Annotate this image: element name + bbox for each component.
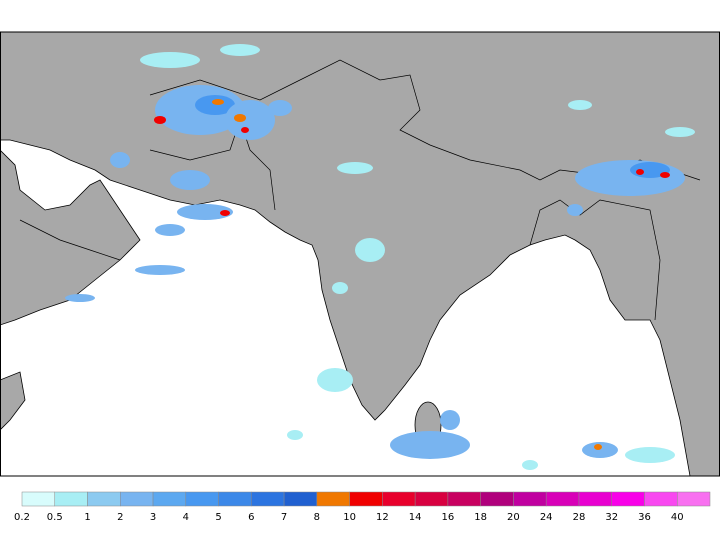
colorbar-label: 16 <box>442 512 455 523</box>
colorbar-label: 0.2 <box>14 512 30 523</box>
colorbar: 0.2 0.5 1 2 3 4 5 6 7 8 10 12 14 16 18 20 24 28 32 36 40 <box>14 491 711 523</box>
color-swatch <box>87 491 121 507</box>
color-swatch <box>283 491 318 507</box>
colorbar-label: 4 <box>183 512 189 523</box>
colorbar-label: 7 <box>281 512 287 523</box>
colorbar-label: 24 <box>540 512 553 523</box>
border <box>19 219 121 261</box>
colorbar-label: 5 <box>215 512 221 523</box>
color-swatch <box>676 491 711 507</box>
color-swatch <box>349 491 383 507</box>
colorbar-label: 28 <box>573 512 586 523</box>
colorbar-label: 2 <box>117 512 123 523</box>
color-swatch <box>578 491 612 507</box>
arabia-land <box>0 149 141 326</box>
color-swatch <box>120 491 154 507</box>
colorbar-label: 40 <box>671 512 684 523</box>
border <box>149 59 701 181</box>
color-swatch <box>21 491 56 507</box>
color-swatch <box>316 491 350 507</box>
color-swatch <box>447 491 481 507</box>
colorbar-label: 18 <box>474 512 487 523</box>
color-swatch <box>644 491 678 507</box>
colorbar-label: 1 <box>84 512 90 523</box>
colorbar-label: 14 <box>409 512 422 523</box>
colorbar-label: 3 <box>150 512 156 523</box>
colorbar-label: 0.5 <box>47 512 63 523</box>
color-swatch <box>54 491 88 507</box>
color-swatch <box>218 491 252 507</box>
color-swatch <box>382 491 416 507</box>
color-swatch <box>414 491 449 507</box>
colorbar-label: 32 <box>605 512 618 523</box>
africa-land <box>0 371 26 431</box>
colorbar-label: 12 <box>376 512 389 523</box>
color-swatch <box>545 491 580 507</box>
color-swatch <box>185 491 219 507</box>
border <box>529 199 661 321</box>
color-swatch <box>480 491 514 507</box>
color-swatch <box>611 491 645 507</box>
colorbar-label: 36 <box>638 512 651 523</box>
colorbar-label: 8 <box>314 512 320 523</box>
precipitation <box>65 44 695 470</box>
colorbar-label: 20 <box>507 512 520 523</box>
color-swatch <box>152 491 187 507</box>
colorbar-label: 6 <box>248 512 254 523</box>
color-swatch <box>513 491 547 507</box>
colorbar-label: 10 <box>343 512 356 523</box>
map <box>0 31 720 477</box>
color-swatch <box>251 491 285 507</box>
